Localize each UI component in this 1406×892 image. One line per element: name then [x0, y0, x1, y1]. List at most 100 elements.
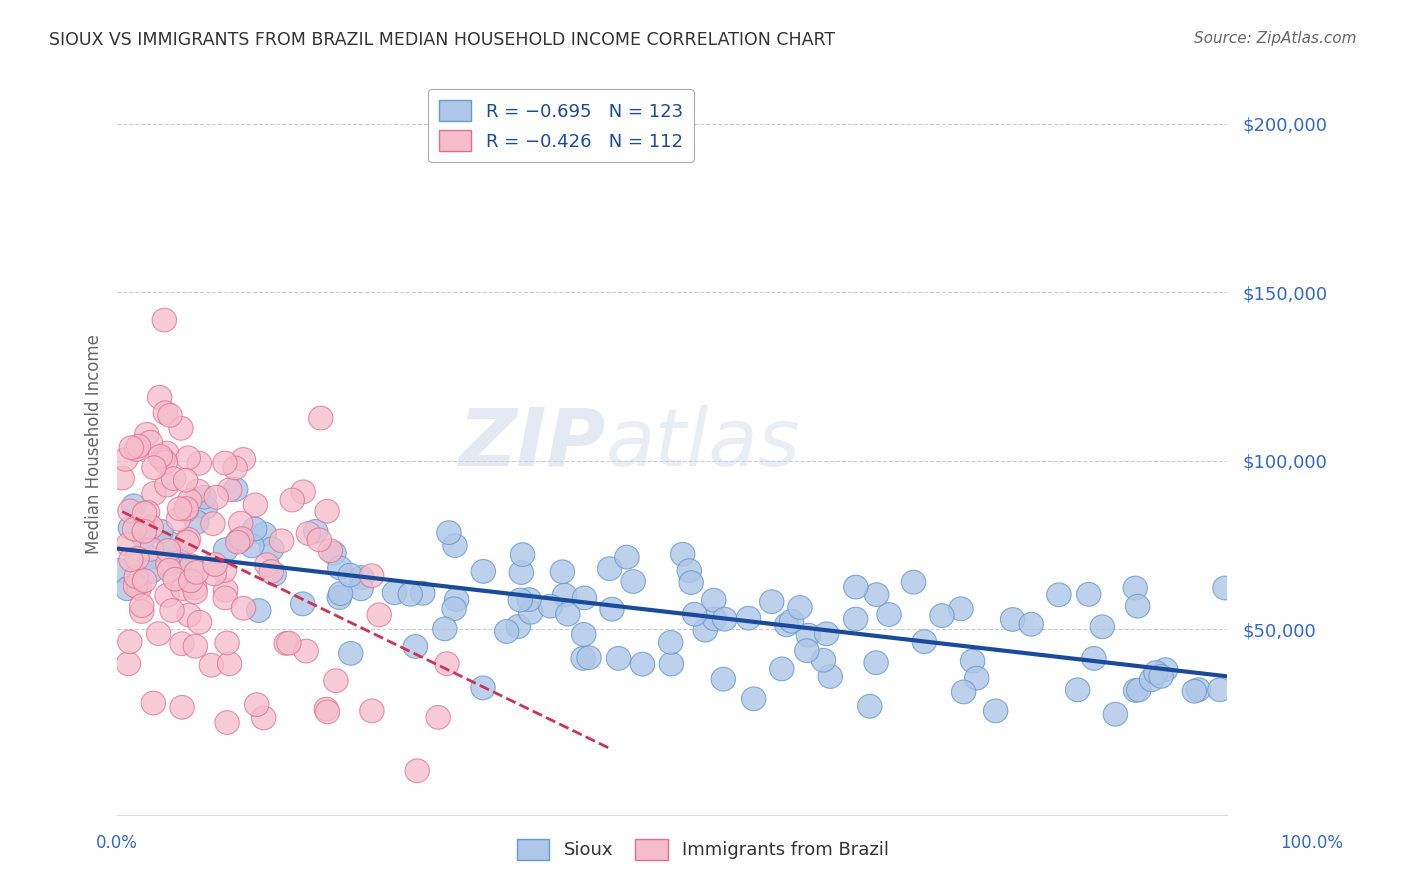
- Ellipse shape: [517, 588, 541, 611]
- Ellipse shape: [132, 519, 156, 543]
- Ellipse shape: [177, 489, 202, 513]
- Ellipse shape: [135, 423, 159, 446]
- Ellipse shape: [571, 623, 596, 647]
- Ellipse shape: [132, 501, 156, 525]
- Ellipse shape: [118, 516, 143, 540]
- Ellipse shape: [184, 560, 208, 584]
- Ellipse shape: [769, 657, 794, 681]
- Ellipse shape: [166, 508, 191, 531]
- Ellipse shape: [162, 467, 186, 491]
- Text: 0.0%: 0.0%: [96, 834, 138, 852]
- Ellipse shape: [713, 607, 737, 631]
- Ellipse shape: [433, 617, 457, 640]
- Ellipse shape: [367, 603, 391, 627]
- Ellipse shape: [260, 537, 284, 561]
- Ellipse shape: [225, 531, 250, 554]
- Ellipse shape: [169, 417, 193, 440]
- Ellipse shape: [844, 575, 868, 599]
- Ellipse shape: [262, 562, 287, 586]
- Ellipse shape: [350, 566, 374, 590]
- Ellipse shape: [858, 694, 882, 718]
- Ellipse shape: [411, 582, 434, 605]
- Ellipse shape: [142, 482, 166, 506]
- Ellipse shape: [1104, 702, 1128, 726]
- Ellipse shape: [682, 602, 707, 626]
- Ellipse shape: [404, 634, 427, 658]
- Ellipse shape: [212, 451, 238, 475]
- Ellipse shape: [245, 693, 269, 716]
- Ellipse shape: [1046, 582, 1071, 607]
- Ellipse shape: [291, 592, 315, 615]
- Ellipse shape: [297, 522, 321, 545]
- Ellipse shape: [1090, 615, 1115, 639]
- Ellipse shape: [204, 485, 228, 509]
- Ellipse shape: [679, 571, 703, 594]
- Ellipse shape: [187, 451, 211, 475]
- Ellipse shape: [702, 607, 727, 631]
- Ellipse shape: [177, 603, 201, 627]
- Ellipse shape: [156, 539, 180, 562]
- Ellipse shape: [155, 442, 179, 465]
- Ellipse shape: [571, 647, 595, 670]
- Ellipse shape: [200, 653, 224, 677]
- Ellipse shape: [132, 524, 156, 549]
- Ellipse shape: [323, 669, 349, 692]
- Ellipse shape: [212, 558, 236, 582]
- Ellipse shape: [132, 569, 156, 592]
- Ellipse shape: [434, 652, 460, 675]
- Ellipse shape: [630, 652, 655, 676]
- Ellipse shape: [1187, 678, 1211, 701]
- Ellipse shape: [218, 652, 242, 675]
- Ellipse shape: [322, 541, 346, 565]
- Ellipse shape: [572, 586, 596, 610]
- Ellipse shape: [965, 666, 988, 690]
- Ellipse shape: [506, 615, 530, 639]
- Ellipse shape: [471, 676, 495, 699]
- Ellipse shape: [176, 446, 201, 470]
- Ellipse shape: [949, 597, 973, 621]
- Ellipse shape: [170, 577, 195, 600]
- Ellipse shape: [150, 448, 174, 472]
- Ellipse shape: [863, 651, 889, 674]
- Ellipse shape: [160, 599, 184, 623]
- Ellipse shape: [127, 576, 152, 600]
- Ellipse shape: [115, 577, 139, 600]
- Ellipse shape: [202, 553, 228, 576]
- Ellipse shape: [437, 521, 461, 544]
- Ellipse shape: [224, 456, 247, 480]
- Ellipse shape: [191, 485, 217, 509]
- Ellipse shape: [122, 517, 146, 541]
- Ellipse shape: [118, 500, 142, 523]
- Ellipse shape: [215, 711, 239, 734]
- Ellipse shape: [794, 639, 820, 663]
- Ellipse shape: [127, 434, 150, 458]
- Ellipse shape: [129, 599, 155, 624]
- Ellipse shape: [1208, 678, 1232, 702]
- Ellipse shape: [759, 590, 785, 614]
- Ellipse shape: [120, 436, 143, 459]
- Ellipse shape: [129, 594, 155, 617]
- Ellipse shape: [360, 564, 384, 588]
- Ellipse shape: [328, 556, 352, 580]
- Ellipse shape: [254, 553, 278, 576]
- Ellipse shape: [259, 559, 284, 583]
- Ellipse shape: [844, 607, 868, 631]
- Ellipse shape: [117, 533, 141, 557]
- Ellipse shape: [308, 406, 333, 430]
- Ellipse shape: [167, 497, 191, 521]
- Ellipse shape: [141, 691, 166, 714]
- Ellipse shape: [555, 602, 581, 626]
- Ellipse shape: [877, 603, 901, 626]
- Ellipse shape: [125, 547, 149, 570]
- Ellipse shape: [510, 543, 534, 566]
- Ellipse shape: [775, 613, 799, 637]
- Ellipse shape: [600, 598, 624, 621]
- Ellipse shape: [135, 500, 160, 524]
- Ellipse shape: [606, 647, 631, 670]
- Ellipse shape: [737, 607, 761, 630]
- Ellipse shape: [148, 385, 172, 409]
- Ellipse shape: [231, 597, 256, 620]
- Ellipse shape: [1077, 582, 1101, 607]
- Ellipse shape: [246, 599, 271, 623]
- Ellipse shape: [291, 480, 315, 504]
